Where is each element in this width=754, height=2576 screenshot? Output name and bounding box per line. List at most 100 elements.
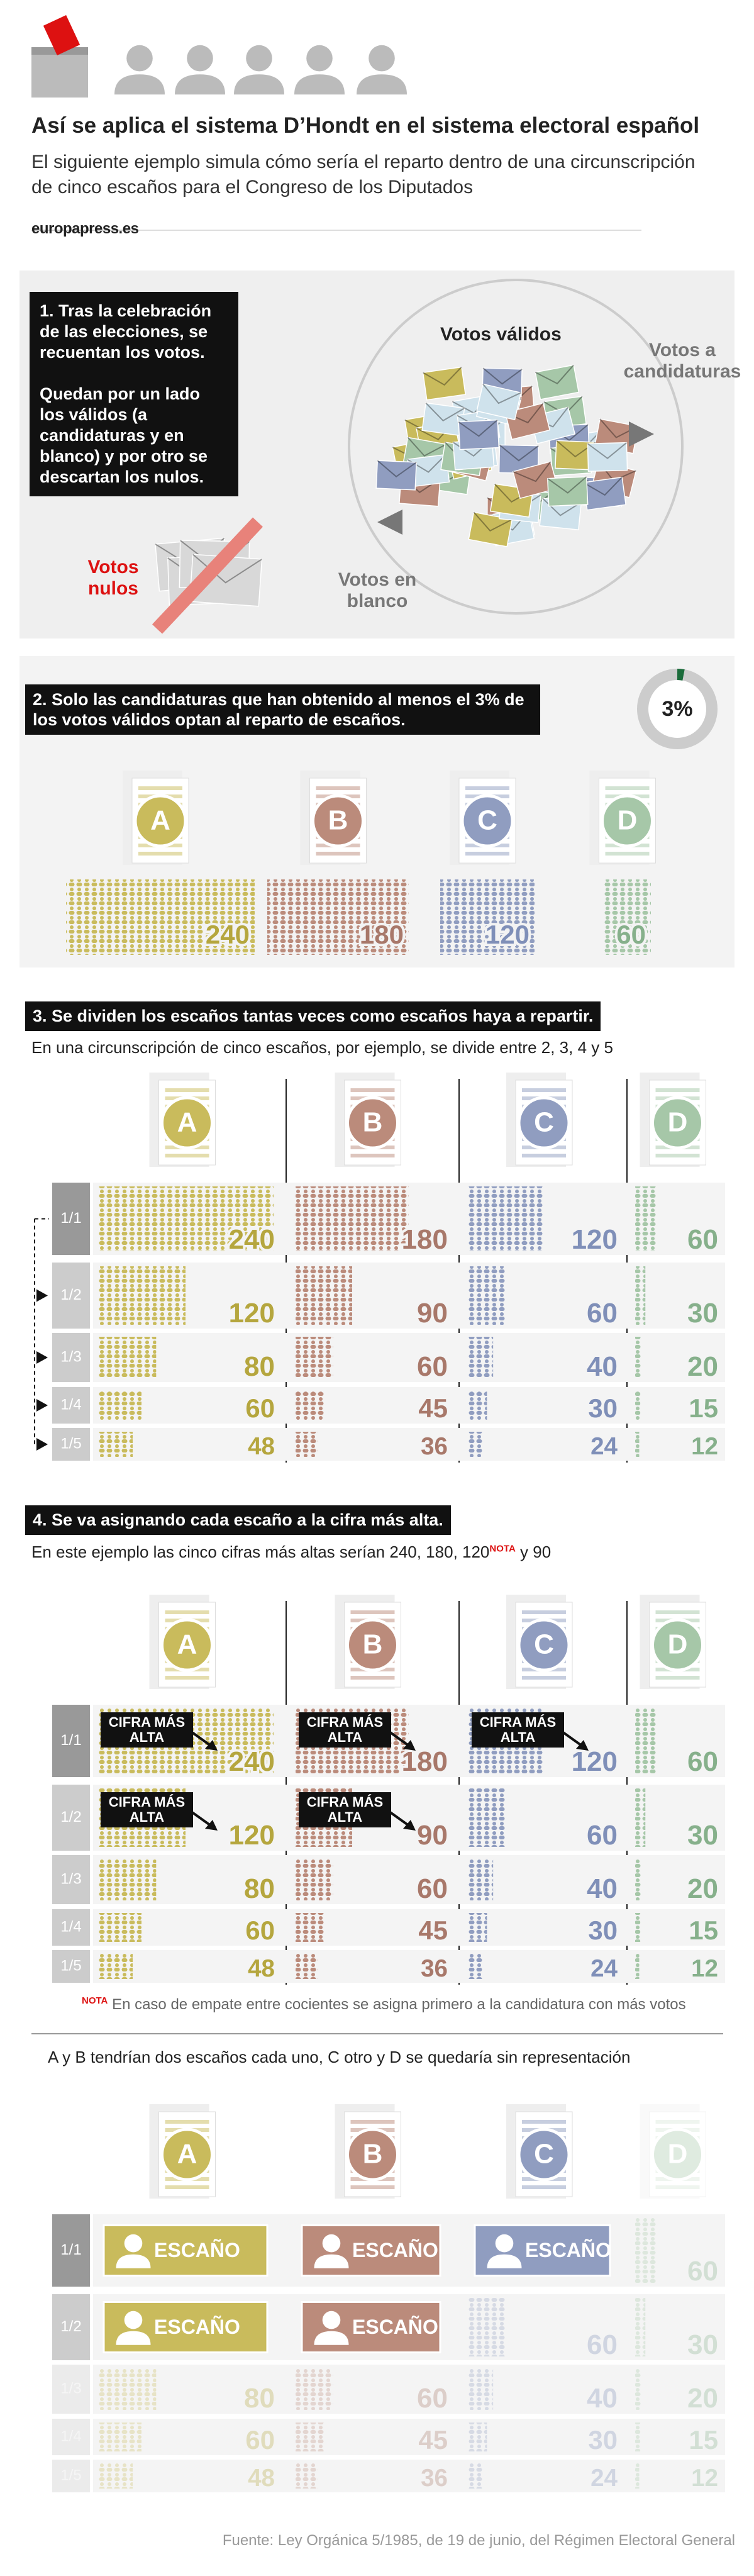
person-head [306, 45, 333, 72]
voter-icon [294, 45, 345, 95]
divisor: 1/3 [60, 2380, 81, 2397]
logo-circle [517, 1618, 571, 1672]
quotient: 60 [587, 1298, 618, 1329]
row-label-bg [52, 2365, 90, 2414]
party-name: C [534, 1629, 554, 1660]
vote-number: 60 [616, 920, 646, 949]
row-label-bg [52, 2214, 90, 2287]
voter-icon [114, 45, 165, 95]
envelope [587, 442, 628, 472]
logo-circle [517, 2127, 571, 2182]
quotient-block [468, 1391, 487, 1420]
note: NOTA En caso de empate entre cocientes s… [82, 1995, 686, 2014]
divisor: 1/4 [60, 1918, 81, 1935]
party-logo: B [335, 2104, 401, 2199]
logo-line [655, 2185, 700, 2189]
highest-label: CIFRA MÁS ALTA [101, 1712, 193, 1748]
quotient: 60 [587, 2329, 618, 2360]
party-logo: A [149, 1595, 216, 1689]
logo-circle [651, 1618, 704, 1672]
quotient-block [97, 1391, 141, 1420]
envelope [458, 419, 500, 450]
quotient-block [635, 1788, 646, 1847]
party-logo: A [149, 2104, 216, 2199]
row-label-bg [52, 1909, 90, 1946]
envelope-body [535, 364, 580, 400]
envelope [498, 444, 540, 474]
note-mark: NOTA [489, 1543, 516, 1554]
envelope-body [546, 476, 589, 507]
party-logo: A [123, 771, 189, 865]
quotient-block [635, 2218, 656, 2283]
envelope-body [468, 511, 513, 547]
row-label-bg [52, 2419, 90, 2455]
step4-subtitle-text: y 90 [515, 1542, 552, 1561]
logo-line [350, 1088, 395, 1092]
person-head [124, 2234, 143, 2253]
quotient-block [635, 1709, 656, 1773]
envelope [422, 366, 467, 401]
logo-sheet [640, 2104, 700, 2199]
party-name: C [534, 1107, 554, 1138]
person-body [487, 2254, 522, 2268]
quotient: 80 [244, 1873, 275, 1904]
seat-bg [301, 2224, 441, 2277]
voter-icon [357, 45, 407, 95]
quotient: 15 [689, 1393, 718, 1423]
quotient: 20 [687, 1873, 718, 1904]
logo-circle [460, 794, 514, 848]
envelope-flap [423, 366, 462, 386]
quotient: 12 [691, 1955, 718, 1982]
row-label-bg [52, 2460, 90, 2492]
quotient-block [296, 1337, 333, 1378]
quotient: 120 [229, 1820, 275, 1851]
party-name: C [477, 805, 497, 836]
row-bg [93, 1855, 725, 1904]
logo-line [655, 1088, 700, 1092]
step4-subtitle: En este ejemplo las cinco cifras más alt… [31, 1542, 551, 1562]
quotient-block [296, 1391, 324, 1420]
quotient-block [296, 1186, 409, 1251]
ballot-paper [43, 14, 80, 56]
quotient-block [635, 2423, 641, 2451]
person-head [495, 2234, 514, 2253]
quotient-block [97, 1954, 133, 1979]
divisor: 1/2 [60, 2318, 81, 2335]
step4-subtitle-text: En este ejemplo las cinco cifras más alt… [31, 1542, 490, 1561]
logo-line [605, 786, 650, 790]
logo-line [165, 1088, 209, 1092]
quotient: 60 [587, 1820, 618, 1851]
envelope-flap [499, 444, 539, 462]
logo-sheet [649, 2111, 706, 2197]
quotient: 60 [245, 1393, 275, 1423]
logo-line [655, 2169, 700, 2173]
seat-label: ESCAÑO [154, 2316, 240, 2338]
person-head [246, 45, 272, 72]
quotient-block [296, 1954, 318, 1979]
quotient-block [296, 1859, 333, 1900]
logo-circle [651, 2127, 704, 2182]
highest-label: CIFRA MÁS ALTA [472, 1712, 564, 1748]
envelope [375, 460, 417, 491]
quotient: 30 [588, 2425, 618, 2455]
quotient-block [635, 1913, 641, 1942]
person-head [126, 45, 153, 72]
person-head [124, 2311, 143, 2329]
quotient-block [97, 1266, 186, 1325]
highest-arrowhead [576, 1740, 589, 1751]
quotient: 120 [229, 1298, 275, 1329]
quotient-block [296, 2423, 324, 2451]
quotient-block [635, 1954, 640, 1979]
quotient-block [635, 2298, 646, 2356]
quotient-block [468, 2463, 484, 2489]
quotient: 60 [245, 2425, 275, 2455]
party-name: C [534, 2139, 554, 2170]
logo-circle [160, 2127, 214, 2182]
quotient-block [468, 1337, 494, 1378]
person-body [114, 74, 165, 95]
quotient: 24 [590, 1433, 618, 1460]
envelope-body [458, 419, 500, 450]
quotient-block [97, 2423, 141, 2451]
quotient: 60 [417, 1351, 448, 1382]
quotient-block [97, 1432, 133, 1457]
